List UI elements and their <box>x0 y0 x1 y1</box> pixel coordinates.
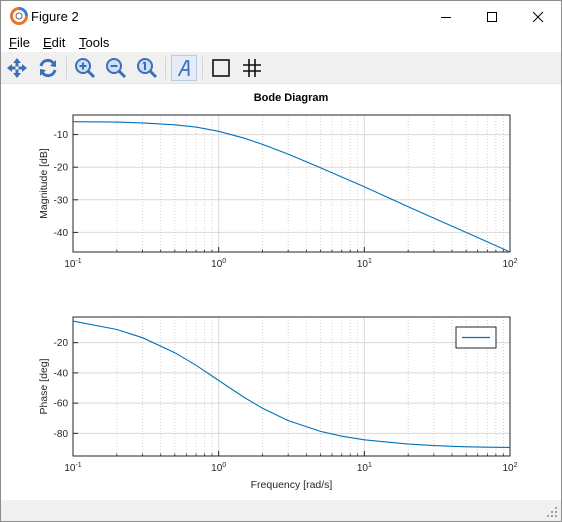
figure-canvas: Bode Diagram 10-1 100 101 102 -10 -20 -30 -40 Ma… <box>1 84 561 500</box>
close-button[interactable] <box>515 1 561 32</box>
box-icon <box>212 59 230 77</box>
toolbar-separator <box>202 57 203 79</box>
chart-0-x-tick-label: 100 <box>211 258 226 270</box>
chart-0-y-tick-label: -10 <box>54 130 69 141</box>
resize-grip-icon[interactable] <box>546 506 558 518</box>
status-bar <box>1 500 561 521</box>
minimize-button[interactable] <box>423 1 469 32</box>
chart-0-axes-box <box>72 114 511 253</box>
box-button[interactable] <box>208 55 234 81</box>
rotate-icon <box>39 58 57 78</box>
menu-edit[interactable]: Edit <box>43 35 66 50</box>
chart-0-y-axis-label: Magnitude [dB] <box>38 148 50 219</box>
chart-0-plot-area <box>73 115 510 252</box>
chart-1-y-tick-label: -60 <box>54 399 69 410</box>
rotate-button[interactable] <box>35 55 61 81</box>
pan-button[interactable] <box>4 55 30 81</box>
chart-1-x-tick-label: 10-1 <box>64 462 81 474</box>
chart-0-x-tick-label: 101 <box>357 258 372 270</box>
window-title: Figure 2 <box>31 9 79 24</box>
zoom-in-button[interactable] <box>72 55 98 81</box>
grid-icon <box>243 59 261 77</box>
octave-logo-icon <box>10 7 28 25</box>
toolbar <box>1 52 561 84</box>
chart-1-axes-box <box>72 316 511 457</box>
chart-1-y-tick-label: -20 <box>54 338 69 349</box>
title-bar: Figure 2 <box>1 1 561 32</box>
toolbar-separator <box>66 57 67 79</box>
chart-1-x-tick-label: 101 <box>357 462 372 474</box>
pan-icon <box>7 58 27 78</box>
chart-0-x-tick-label: 102 <box>502 258 517 270</box>
reset-zoom-button[interactable] <box>134 55 160 81</box>
chart-1-x-tick-label: 100 <box>211 462 226 474</box>
grid-button[interactable] <box>239 55 265 81</box>
zoom-in-icon <box>75 58 96 79</box>
text-button[interactable] <box>171 55 197 81</box>
maximize-icon <box>487 11 497 22</box>
toolbar-separator <box>165 57 166 79</box>
chart-1-y-tick-label: -40 <box>54 368 69 379</box>
minimize-icon <box>441 16 451 18</box>
reset-zoom-icon <box>137 58 158 79</box>
chart-0-x-tick-label: 10-1 <box>64 258 81 270</box>
figure-title: Bode Diagram <box>254 92 329 104</box>
text-icon <box>177 60 190 77</box>
chart-0-y-tick-label: -40 <box>54 228 69 239</box>
maximize-button[interactable] <box>469 1 515 32</box>
chart-1-plot-area <box>73 317 510 456</box>
chart-1-y-axis-label: Phase [deg] <box>38 358 50 414</box>
menu-tools[interactable]: Tools <box>79 35 110 50</box>
chart-0-y-tick-label: -30 <box>54 195 69 206</box>
bode-plot: Bode Diagram 10-1 100 101 102 -10 -20 -30 -40 Ma… <box>38 92 518 491</box>
chart-0-y-tick-label: -20 <box>54 163 69 174</box>
chart-1-series-line <box>72 320 511 449</box>
zoom-out-icon <box>106 58 127 79</box>
close-icon <box>532 11 544 22</box>
chart-1-y-tick-label: -80 <box>54 429 69 440</box>
chart-1-x-tick-label: 102 <box>502 462 517 474</box>
menu-bar: File Edit Tools <box>1 32 561 52</box>
chart-0-series-line <box>72 121 511 253</box>
chart-1-x-axis-label: Frequency [rad/s] <box>251 479 333 491</box>
zoom-out-button[interactable] <box>103 55 129 81</box>
menu-file[interactable]: File <box>9 35 30 50</box>
